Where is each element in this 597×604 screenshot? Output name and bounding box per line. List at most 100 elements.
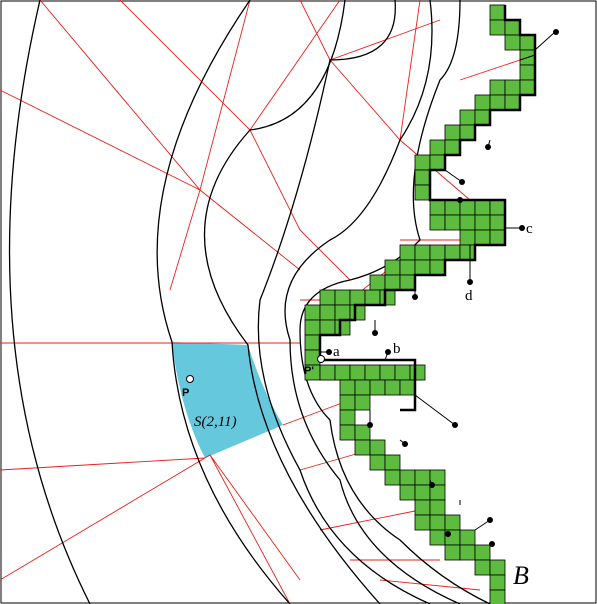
cell bbox=[349, 364, 366, 381]
cell bbox=[409, 364, 426, 381]
cell bbox=[444, 544, 461, 561]
cell bbox=[504, 94, 521, 111]
cell bbox=[414, 184, 431, 201]
cell bbox=[474, 229, 491, 246]
cell bbox=[429, 214, 446, 231]
cell bbox=[504, 79, 521, 96]
cell bbox=[414, 169, 431, 186]
cell bbox=[459, 229, 476, 246]
cell bbox=[349, 289, 366, 306]
cell bbox=[459, 244, 476, 261]
label-d: d bbox=[465, 288, 473, 304]
cell bbox=[444, 514, 461, 531]
label-p: P bbox=[182, 387, 189, 399]
label-p-prime: P' bbox=[304, 365, 314, 377]
cell bbox=[304, 334, 321, 351]
black-arcs bbox=[8, 0, 491, 604]
cell bbox=[444, 214, 461, 231]
cell bbox=[429, 199, 446, 216]
cell bbox=[414, 259, 431, 276]
endpoints bbox=[186, 29, 559, 547]
cell bbox=[369, 379, 386, 396]
label-b: b bbox=[393, 341, 401, 357]
cell bbox=[354, 394, 371, 411]
cell bbox=[489, 589, 506, 604]
cell bbox=[474, 94, 491, 111]
cell bbox=[519, 34, 536, 51]
cell bbox=[334, 289, 351, 306]
cell bbox=[354, 439, 371, 456]
cell bbox=[384, 469, 401, 486]
cell bbox=[504, 19, 521, 36]
cell bbox=[489, 79, 506, 96]
cell bbox=[354, 424, 371, 441]
cell bbox=[489, 559, 506, 576]
cell bbox=[339, 409, 356, 426]
cell bbox=[444, 199, 461, 216]
cell bbox=[334, 364, 351, 381]
cell bbox=[474, 109, 491, 126]
cell bbox=[414, 244, 431, 261]
cell bbox=[304, 304, 321, 321]
cell bbox=[429, 499, 446, 516]
cell bbox=[384, 274, 401, 291]
cell bbox=[489, 229, 506, 246]
cell bbox=[414, 514, 431, 531]
cell bbox=[459, 199, 476, 216]
cell bbox=[429, 514, 446, 531]
cell bbox=[339, 379, 356, 396]
cell bbox=[399, 274, 416, 291]
cell bbox=[394, 364, 411, 381]
cell bbox=[444, 139, 461, 156]
cell bbox=[429, 529, 446, 546]
cell bbox=[489, 19, 506, 36]
cell bbox=[319, 319, 336, 336]
label-a: a bbox=[333, 344, 340, 360]
cell bbox=[459, 529, 476, 546]
cell bbox=[384, 454, 401, 471]
cell bbox=[429, 244, 446, 261]
cell bbox=[474, 544, 491, 561]
cell bbox=[489, 4, 506, 21]
cell bbox=[429, 154, 446, 171]
cell bbox=[459, 214, 476, 231]
cell bbox=[429, 259, 446, 276]
cell bbox=[429, 139, 446, 156]
label-boundary: B bbox=[513, 561, 529, 590]
cell bbox=[349, 304, 366, 321]
cell bbox=[399, 244, 416, 261]
cell bbox=[369, 439, 386, 456]
cell bbox=[334, 304, 351, 321]
cell bbox=[384, 259, 401, 276]
cell bbox=[364, 364, 381, 381]
cell bbox=[334, 319, 351, 336]
cell bbox=[354, 379, 371, 396]
cell bbox=[519, 79, 536, 96]
cell bbox=[444, 124, 461, 141]
cell bbox=[504, 34, 521, 51]
cell bbox=[379, 289, 396, 306]
cell bbox=[304, 319, 321, 336]
cell bbox=[459, 124, 476, 141]
cell bbox=[474, 559, 491, 576]
cell bbox=[414, 484, 431, 501]
cell bbox=[379, 364, 396, 381]
cell bbox=[399, 259, 416, 276]
cell bbox=[414, 154, 431, 171]
cell bbox=[489, 94, 506, 111]
cell bbox=[364, 289, 381, 306]
cell bbox=[399, 484, 416, 501]
cell bbox=[474, 214, 491, 231]
cell bbox=[459, 544, 476, 561]
cyan-region bbox=[172, 342, 283, 458]
cell bbox=[369, 454, 386, 471]
cell bbox=[489, 199, 506, 216]
boundary bbox=[318, 5, 537, 412]
cell bbox=[319, 289, 336, 306]
cell bbox=[339, 394, 356, 411]
cell bbox=[319, 304, 336, 321]
cell bbox=[459, 109, 476, 126]
cell bbox=[489, 574, 506, 591]
cell bbox=[489, 214, 506, 231]
